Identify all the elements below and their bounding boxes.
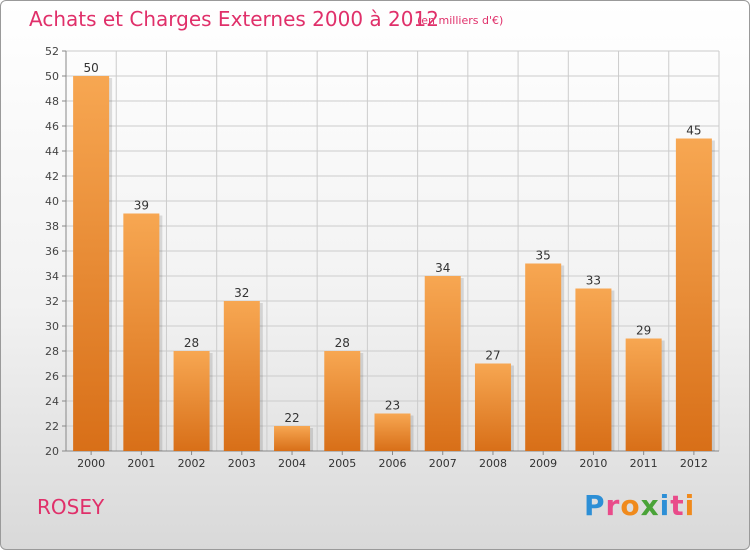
y-tick-label: 20 [45, 445, 59, 458]
x-tick-label: 2002 [178, 457, 206, 470]
bar [173, 351, 210, 451]
x-tick-label: 2003 [228, 457, 256, 470]
x-tick-label: 2007 [429, 457, 457, 470]
x-tick-label: 2001 [127, 457, 155, 470]
y-tick-label: 46 [45, 120, 59, 133]
bar [625, 338, 662, 451]
bar-value-label: 28 [335, 336, 350, 350]
x-tick-label: 2006 [379, 457, 407, 470]
y-tick-label: 24 [45, 395, 59, 408]
bar-value-label: 28 [184, 336, 199, 350]
bar-layer [73, 76, 715, 451]
bar [374, 413, 411, 451]
bar-value-label: 23 [385, 399, 400, 413]
y-tick-label: 48 [45, 95, 59, 108]
bar-value-label: 33 [586, 274, 601, 288]
logo-letter: o [620, 489, 641, 522]
y-tick-label: 44 [45, 145, 59, 158]
x-tick-label: 2011 [630, 457, 658, 470]
bar-value-label: 50 [83, 61, 98, 75]
y-tick-label: 22 [45, 420, 59, 433]
logo-letter: t [670, 489, 685, 522]
logo-letter: i [684, 489, 696, 522]
bar [223, 301, 260, 451]
bar-value-label: 35 [536, 249, 551, 263]
y-tick-label: 30 [45, 320, 59, 333]
bar [123, 213, 160, 451]
bar-value-label: 27 [485, 349, 500, 363]
bar [424, 276, 461, 451]
bar [274, 426, 311, 451]
bar [73, 76, 110, 451]
y-tick-label: 34 [45, 270, 59, 283]
proxiti-logo[interactable]: Proxiti [584, 489, 695, 522]
y-tick-label: 52 [45, 45, 59, 58]
bar [675, 138, 712, 451]
x-tick-label: 2008 [479, 457, 507, 470]
bar [525, 263, 562, 451]
x-tick-label: 2012 [680, 457, 708, 470]
x-tick-label: 2000 [77, 457, 105, 470]
bar-value-label: 22 [284, 411, 299, 425]
bar [324, 351, 361, 451]
x-tick-label: 2005 [328, 457, 356, 470]
y-tick-label: 26 [45, 370, 59, 383]
logo-letter: x [640, 489, 660, 522]
logo-letter: P [584, 489, 606, 522]
bar [575, 288, 612, 451]
y-tick-label: 28 [45, 345, 59, 358]
y-tick-label: 50 [45, 70, 59, 83]
x-tick-label: 2010 [579, 457, 607, 470]
logo-letter: i [659, 489, 671, 522]
chart-subtitle: (en milliers d'€) [417, 14, 504, 27]
x-tick-label: 2004 [278, 457, 306, 470]
bar-value-label: 32 [234, 286, 249, 300]
y-tick-label: 42 [45, 170, 59, 183]
y-tick-label: 40 [45, 195, 59, 208]
y-tick-label: 36 [45, 245, 59, 258]
x-tick-label: 2009 [529, 457, 557, 470]
bar-value-label: 39 [134, 199, 149, 213]
place-name: ROSEY [37, 495, 105, 519]
bar-value-label: 29 [636, 324, 651, 338]
grid-layer [65, 50, 720, 452]
label-layer: 50 39 28 32 22 28 23 34 27 35 33 29 45 [83, 61, 701, 425]
chart-title: Achats et Charges Externes 2000 à 2012 [29, 7, 439, 31]
y-tick-label: 38 [45, 220, 59, 233]
logo-letter: r [605, 489, 621, 522]
bar [474, 363, 511, 451]
bar-value-label: 45 [686, 124, 701, 138]
bar-value-label: 34 [435, 261, 450, 275]
y-tick-label: 32 [45, 295, 59, 308]
